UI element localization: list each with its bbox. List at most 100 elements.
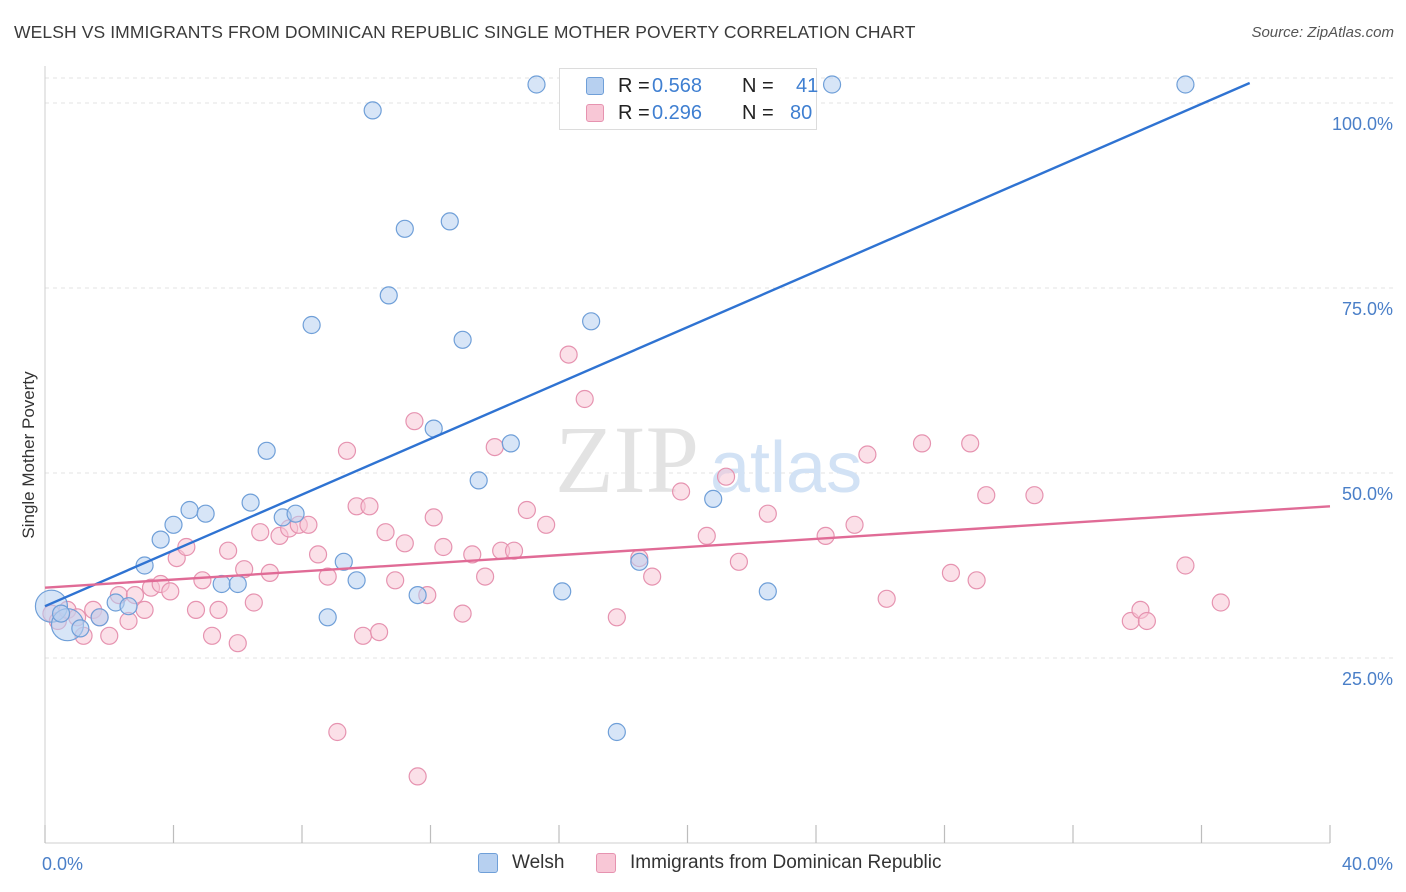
- welsh-point: [704, 489, 723, 508]
- y-tick-label: 75.0%: [1342, 299, 1393, 319]
- welsh-point: [90, 608, 109, 627]
- welsh-point: [553, 582, 572, 601]
- axes: 25.0% 50.0% 75.0% 100.0% 0.0% 40.0%: [42, 66, 1393, 874]
- dominican-legend-label: Immigrants from Dominican Republic: [630, 852, 942, 873]
- dominican-point: [671, 482, 691, 501]
- legend-dominican-n-label: N =: [742, 102, 774, 124]
- dominican-point: [395, 534, 414, 553]
- welsh-point: [469, 471, 488, 490]
- dominican-point: [729, 552, 749, 571]
- welsh-point: [822, 75, 842, 94]
- welsh-point: [630, 552, 649, 571]
- welsh-point: [408, 585, 427, 605]
- dominican-point: [877, 589, 896, 608]
- legend-swatch-dominican: [586, 104, 604, 122]
- x-tick-label: 0.0%: [42, 854, 83, 874]
- dominican-point: [318, 567, 337, 586]
- dominican-point: [386, 571, 405, 590]
- dominican-point: [476, 567, 495, 586]
- welsh-point: [395, 219, 414, 238]
- welsh-point: [527, 75, 546, 94]
- source-credit: Source: ZipAtlas.com: [1251, 24, 1394, 41]
- dominican-point: [299, 515, 318, 534]
- y-tick-label: 50.0%: [1342, 484, 1393, 504]
- dominican-point: [961, 434, 980, 453]
- dominican-point: [485, 438, 504, 457]
- dominican-point: [537, 515, 556, 534]
- dominican-point: [1137, 611, 1156, 631]
- welsh-point: [286, 504, 305, 523]
- welsh-point: [257, 441, 276, 460]
- dominican-point: [308, 545, 328, 564]
- dominican-point: [858, 445, 877, 464]
- y-tick-label: 100.0%: [1332, 114, 1393, 134]
- legend-dominican-n-value: 80: [790, 102, 813, 124]
- dominican-point: [697, 526, 716, 546]
- dominican-point: [758, 504, 777, 523]
- dominican-point: [434, 537, 453, 557]
- dominican-point: [337, 441, 357, 460]
- stats-legend: R = 0.568 N = 41 R = 0.296 N = 80: [559, 68, 818, 130]
- watermark-atlas: atlas: [710, 428, 862, 508]
- welsh-point: [180, 500, 199, 520]
- dominican-point: [607, 608, 626, 627]
- dominican-point: [193, 571, 212, 590]
- y-axis-label: Single Mother Poverty: [19, 371, 38, 539]
- chart-title: WELSH VS IMMIGRANTS FROM DOMINICAN REPUB…: [14, 22, 916, 42]
- welsh-point: [334, 552, 353, 571]
- dominican-trend-line: [44, 505, 1331, 589]
- trend-lines: [44, 81, 1331, 608]
- dominican-point: [244, 593, 263, 612]
- welsh-point: [1176, 75, 1195, 94]
- legend-welsh-n-label: N =: [742, 75, 774, 97]
- welsh-point: [228, 574, 247, 594]
- legend-dominican-r-value: 0.296: [652, 102, 703, 124]
- y-tick-label: 25.0%: [1342, 669, 1393, 689]
- dominican-point: [463, 545, 482, 564]
- dominican-point: [219, 541, 238, 560]
- dominican-point: [370, 622, 389, 642]
- dominican-point: [161, 582, 180, 601]
- dominican-swatch: [596, 853, 616, 873]
- dominican-point: [202, 626, 222, 645]
- legend-welsh-r-value: 0.568: [652, 75, 703, 97]
- x-tick-label: 40.0%: [1342, 854, 1393, 874]
- dominican-point: [209, 600, 228, 620]
- dominican-point: [845, 515, 864, 534]
- dominican-point: [135, 600, 154, 620]
- welsh-point: [501, 434, 520, 453]
- dominican-point: [504, 541, 524, 560]
- dominican-point: [424, 508, 443, 527]
- legend-dominican-r-label: R =: [618, 102, 650, 124]
- welsh-point: [318, 608, 337, 627]
- welsh-point: [379, 286, 398, 305]
- dominican-point: [941, 563, 961, 583]
- dominican-point: [376, 523, 395, 542]
- welsh-point: [758, 582, 777, 601]
- welsh-point: [302, 315, 321, 335]
- dominican-point: [251, 523, 270, 542]
- dominican-point: [186, 600, 206, 620]
- welsh-legend-label: Welsh: [512, 852, 565, 873]
- dominican-point: [353, 626, 373, 645]
- legend-welsh-r-label: R =: [618, 75, 650, 97]
- welsh-trend-line: [44, 81, 1251, 608]
- dominican-point: [517, 500, 536, 520]
- welsh-point: [196, 504, 215, 523]
- dominican-point: [977, 486, 996, 505]
- welsh-point: [582, 312, 601, 331]
- welsh-point: [164, 515, 183, 534]
- dominican-point: [100, 626, 119, 645]
- dominican-point: [228, 634, 247, 653]
- welsh-point: [151, 530, 170, 549]
- welsh-point: [71, 619, 90, 638]
- welsh-point: [347, 571, 366, 590]
- dominican-point: [559, 345, 578, 364]
- dominican-point: [408, 767, 427, 786]
- dominican-point: [328, 722, 347, 742]
- dominican-point: [575, 389, 594, 409]
- welsh-swatch: [478, 853, 498, 873]
- dominican-point: [360, 497, 379, 516]
- welsh-point: [607, 722, 626, 742]
